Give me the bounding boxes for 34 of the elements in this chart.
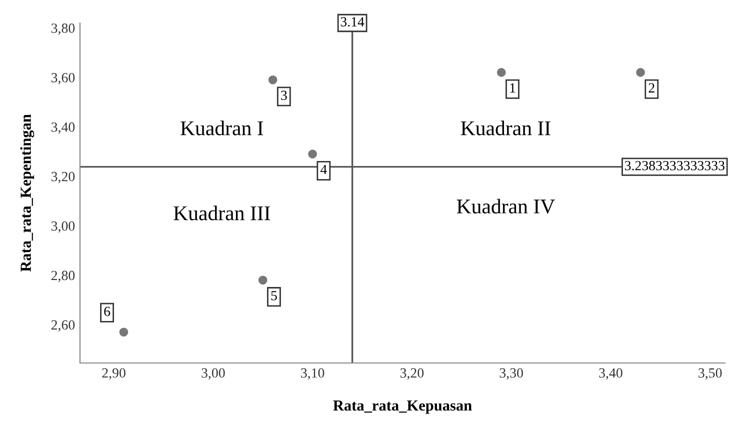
annotation: Kuadran I	[180, 120, 264, 136]
point	[496, 68, 506, 77]
y-axis-title: Rata_rata_Kepentingan	[20, 114, 34, 272]
y-tick-label: 3,00	[51, 221, 75, 233]
x-tick-label: 3,00	[202, 368, 225, 380]
annotation: 4	[320, 164, 327, 174]
x-tick-label: 3,20	[400, 368, 424, 380]
annotation: 1	[510, 83, 516, 92]
point	[636, 68, 645, 77]
x-tick-label: 2,90	[102, 368, 126, 380]
annotation: 6	[104, 306, 110, 316]
annotation: Kuadran II	[460, 120, 550, 136]
point	[258, 276, 268, 285]
y-tick-label: 3,80	[51, 24, 75, 35]
annotation: Kuadran III	[174, 206, 270, 220]
point	[308, 150, 317, 158]
ref-line-label: 3.14	[340, 17, 364, 27]
y-tick-label: 3,40	[51, 122, 75, 134]
ref-line-label: 3.2383333333333	[624, 160, 724, 170]
y-tick-label: 3,60	[51, 72, 75, 84]
y-tick-label: 3,20	[51, 172, 75, 184]
x-tick-label: 3,30	[500, 368, 523, 380]
y-tick-label: 2,80	[51, 270, 75, 282]
point	[119, 328, 128, 336]
x-tick-label: 3,40	[599, 368, 622, 380]
y-tick-label: 2,60	[51, 320, 75, 332]
annotation: 5	[271, 291, 277, 300]
x-axis-title: Rata_rata_Kepuasan	[333, 400, 472, 414]
point	[268, 75, 278, 84]
x-tick-label: 3,50	[698, 368, 722, 380]
annotation: Kuadran IV	[456, 198, 555, 214]
annotation: 3	[281, 90, 287, 100]
annotation: 2	[648, 83, 654, 92]
x-tick-label: 3,10	[301, 368, 324, 380]
